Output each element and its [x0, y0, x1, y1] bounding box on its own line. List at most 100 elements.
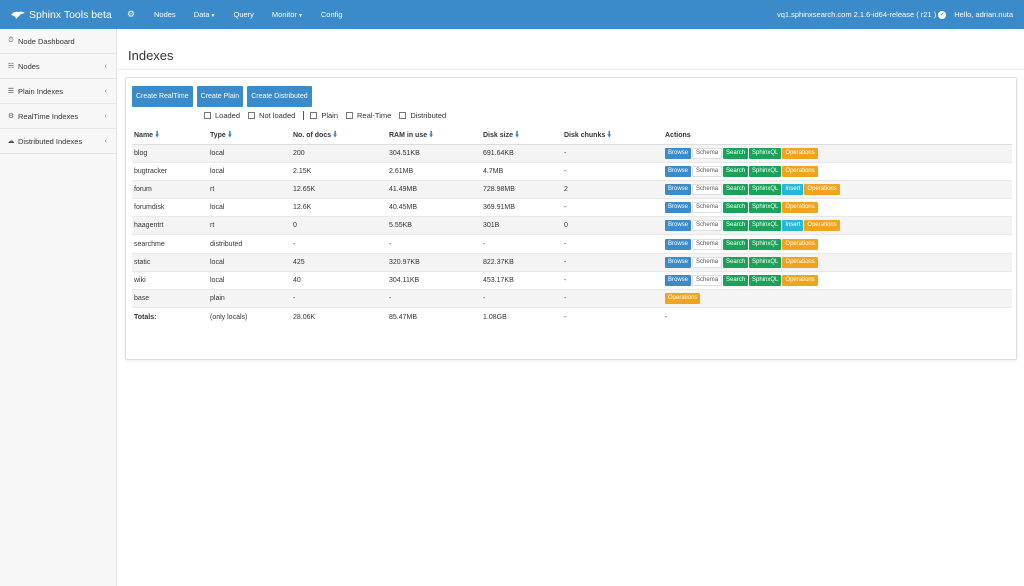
browse-button[interactable]: Browse — [665, 202, 692, 214]
browse-button[interactable]: Browse — [665, 238, 692, 250]
sidebar-item-plain-indexes[interactable]: ☰ Plain Indexes ‹ — [0, 79, 116, 104]
sidebar-item-node-dashboard[interactable]: ⏱ Node Dashboard — [0, 29, 116, 54]
checkbox[interactable] — [346, 112, 353, 119]
filter-plain[interactable]: Plain — [310, 111, 338, 120]
search-button[interactable]: Search — [723, 220, 749, 232]
search-button[interactable]: Search — [723, 165, 749, 177]
search-button[interactable]: Search — [723, 183, 749, 195]
insert-button[interactable]: Insert — [782, 220, 804, 232]
sphinxql-button[interactable]: SphinxQL — [749, 147, 782, 159]
cell-disk: 301B — [481, 216, 562, 235]
browse-button[interactable]: Browse — [665, 147, 692, 159]
operations-button[interactable]: Operations — [782, 202, 818, 214]
search-button[interactable]: Search — [723, 147, 749, 159]
sort-down-icon: 🠛 — [333, 129, 338, 139]
col-header-ram[interactable]: RAM in use 🠛 — [387, 128, 481, 145]
table-row: wiki local 40 304.11KB 453.17KB - Browse Schema… — [132, 270, 1012, 290]
brand[interactable]: Sphinx Tools beta — [10, 9, 124, 21]
col-header-docs[interactable]: No. of docs 🠛 — [291, 128, 387, 145]
checkbox[interactable] — [248, 112, 256, 119]
cell-name: static — [132, 252, 208, 272]
gear-icon[interactable]: ⚙ — [126, 9, 136, 19]
nav-nodes[interactable]: Nodes — [154, 10, 176, 19]
operations-button[interactable]: Operations — [804, 220, 840, 232]
table-row: bugtracker local 2.15K 2.61MB 4.7MB - Browse Sc… — [132, 161, 1012, 181]
browse-button[interactable]: Browse — [665, 256, 692, 268]
search-button[interactable]: Search — [723, 256, 749, 268]
table-row: searchme distributed - - - - Browse Schema Searc… — [132, 234, 1012, 254]
page-title: Indexes — [128, 48, 174, 63]
totals-actions: - — [663, 307, 1012, 326]
browse-button[interactable]: Browse — [665, 183, 692, 195]
checkbox[interactable] — [310, 112, 318, 119]
table-row: base plain - - - - Operations — [132, 288, 1012, 308]
schema-button[interactable]: Schema — [692, 238, 723, 250]
sphinxql-button[interactable]: SphinxQL — [749, 238, 782, 250]
nav-monitor[interactable]: Monitor▼ — [271, 10, 303, 19]
sidebar-item-realtime-indexes[interactable]: ⚙ RealTime Indexes ‹ — [0, 104, 116, 129]
cell-type: rt — [208, 179, 291, 199]
filter-not-loaded[interactable]: Not loaded — [248, 111, 295, 120]
checkbox[interactable] — [204, 112, 211, 119]
nav-config[interactable]: Config — [320, 10, 343, 19]
schema-button[interactable]: Schema — [692, 202, 723, 214]
cell-name: searchme — [132, 234, 208, 254]
sidebar-item-label: Distributed Indexes — [18, 136, 83, 146]
filter-loaded[interactable]: Loaded — [204, 111, 240, 120]
browse-button[interactable]: Browse — [665, 220, 692, 232]
schema-button[interactable]: Schema — [692, 256, 723, 268]
sidebar-item-label: Node Dashboard — [18, 36, 75, 46]
cell-chunks: - — [562, 270, 663, 290]
search-button[interactable]: Search — [723, 238, 749, 250]
sphinxql-button[interactable]: SphinxQL — [749, 274, 782, 286]
schema-button[interactable]: Schema — [692, 147, 723, 159]
operations-button[interactable]: Operations — [782, 147, 818, 159]
cell-docs: - — [291, 234, 387, 254]
search-button[interactable]: Search — [723, 274, 749, 286]
chevron-left-icon: ‹ — [104, 62, 107, 70]
sphinxql-button[interactable]: SphinxQL — [749, 183, 782, 195]
cell-disk: 369.91MB — [481, 198, 562, 217]
nav-data[interactable]: Data▼ — [193, 10, 216, 19]
col-header-disk[interactable]: Disk size 🠛 — [481, 128, 562, 145]
create-plain-button[interactable]: Create Plain — [196, 86, 244, 107]
list-icon: ☰ — [7, 88, 15, 95]
schema-button[interactable]: Schema — [692, 274, 723, 286]
operations-button[interactable]: Operations — [782, 238, 818, 250]
table-row: forum rt 12.65K 41.49MB 728.98MB 2 Browse Schem… — [132, 179, 1012, 199]
sphinxql-button[interactable]: SphinxQL — [749, 165, 782, 177]
col-header-name[interactable]: Name 🠛 — [132, 128, 208, 145]
browse-button[interactable]: Browse — [665, 274, 692, 286]
search-button[interactable]: Search — [723, 202, 749, 214]
insert-button[interactable]: Insert — [782, 183, 804, 195]
operations-button[interactable]: Operations — [665, 293, 701, 305]
col-header-chunks[interactable]: Disk chunks 🠛 — [562, 128, 663, 145]
filter-checkboxes: Loaded Not loaded Plain Real-Time Distri… — [204, 111, 454, 120]
navbar-right: vq1.sphinxsearch.com 2.1.6-id64-release … — [777, 10, 1013, 19]
col-header-type[interactable]: Type 🠛 — [208, 128, 291, 145]
sphinxql-button[interactable]: SphinxQL — [749, 220, 782, 232]
schema-button[interactable]: Schema — [692, 165, 723, 177]
sphinxql-button[interactable]: SphinxQL — [749, 256, 782, 268]
sidebar-item-distributed-indexes[interactable]: ☁ Distributed Indexes ‹ — [0, 129, 116, 154]
schema-button[interactable]: Schema — [692, 220, 723, 232]
schema-button[interactable]: Schema — [692, 183, 723, 195]
sidebar-item-nodes[interactable]: ☵ Nodes ‹ — [0, 54, 116, 79]
filter-distributed[interactable]: Distributed — [399, 111, 446, 120]
create-distributed-button[interactable]: Create Distributed — [247, 86, 312, 107]
sphinxql-button[interactable]: SphinxQL — [749, 202, 782, 214]
operations-button[interactable]: Operations — [782, 256, 818, 268]
user-menu[interactable]: Hello, adrian.nuta — [954, 10, 1013, 19]
nav-query[interactable]: Query — [233, 10, 254, 19]
operations-button[interactable]: Operations — [804, 183, 840, 195]
filter-realtime[interactable]: Real-Time — [346, 111, 391, 120]
create-realtime-button[interactable]: Create RealTime — [132, 86, 193, 107]
cell-docs: 12.6K — [291, 198, 387, 217]
checkbox[interactable] — [399, 112, 407, 119]
table-row: forumdisk local 12.6K 40.45MB 369.91MB - Brows… — [132, 198, 1012, 217]
cell-chunks: - — [562, 234, 663, 254]
cell-docs: 200 — [291, 143, 387, 163]
operations-button[interactable]: Operations — [782, 274, 818, 286]
browse-button[interactable]: Browse — [665, 165, 692, 177]
operations-button[interactable]: Operations — [782, 165, 818, 177]
